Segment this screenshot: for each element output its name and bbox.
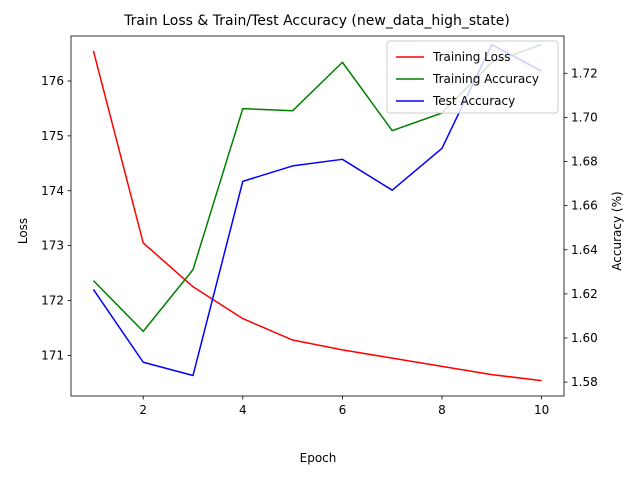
y-left-tick-label: 173 (41, 239, 64, 253)
y-left-tick-label: 176 (41, 74, 64, 88)
legend-label-2: Test Accuracy (432, 94, 515, 108)
chart-title: Train Loss & Train/Test Accuracy (new_da… (123, 13, 510, 29)
y-right-tick-label: 1.58 (571, 375, 598, 389)
y-left-tick-label: 171 (41, 348, 64, 362)
x-tick-label: 4 (239, 403, 247, 417)
x-tick-label: 8 (438, 403, 446, 417)
axes (70, 35, 565, 397)
series-line-0 (92, 50, 542, 382)
legend: Training Loss Training Accuracy Test Accur… (386, 40, 559, 114)
ticks: 2 4 6 8 10 171 172 173 174 175 176 1.58 1.60 1.62 1.64… (41, 66, 598, 417)
legend-box (386, 40, 559, 114)
y-right-tick-label: 1.64 (571, 243, 598, 257)
y-right-tick-label: 1.68 (571, 155, 598, 169)
legend-label-1: Training Accuracy (432, 72, 539, 86)
y-axis-left-label: Loss (16, 218, 30, 244)
y-left-tick-label: 174 (41, 184, 64, 198)
y-axis-right-label: Accuracy (%) (610, 191, 624, 270)
y-right-tick-label: 1.72 (571, 66, 598, 80)
y-right-tick-label: 1.62 (571, 287, 598, 301)
y-left-tick-label: 172 (41, 294, 64, 308)
y-left-tick-label: 175 (41, 129, 64, 143)
x-tick-label: 6 (339, 403, 347, 417)
y-right-tick-label: 1.70 (571, 110, 598, 124)
y-right-tick-label: 1.60 (571, 331, 598, 345)
x-tick-label: 10 (534, 403, 549, 417)
plot-frame (70, 35, 565, 397)
y-right-tick-label: 1.66 (571, 199, 598, 213)
x-axis-label: Epoch (300, 451, 337, 465)
legend-label-0: Training Loss (432, 50, 510, 64)
x-tick-label: 2 (139, 403, 147, 417)
